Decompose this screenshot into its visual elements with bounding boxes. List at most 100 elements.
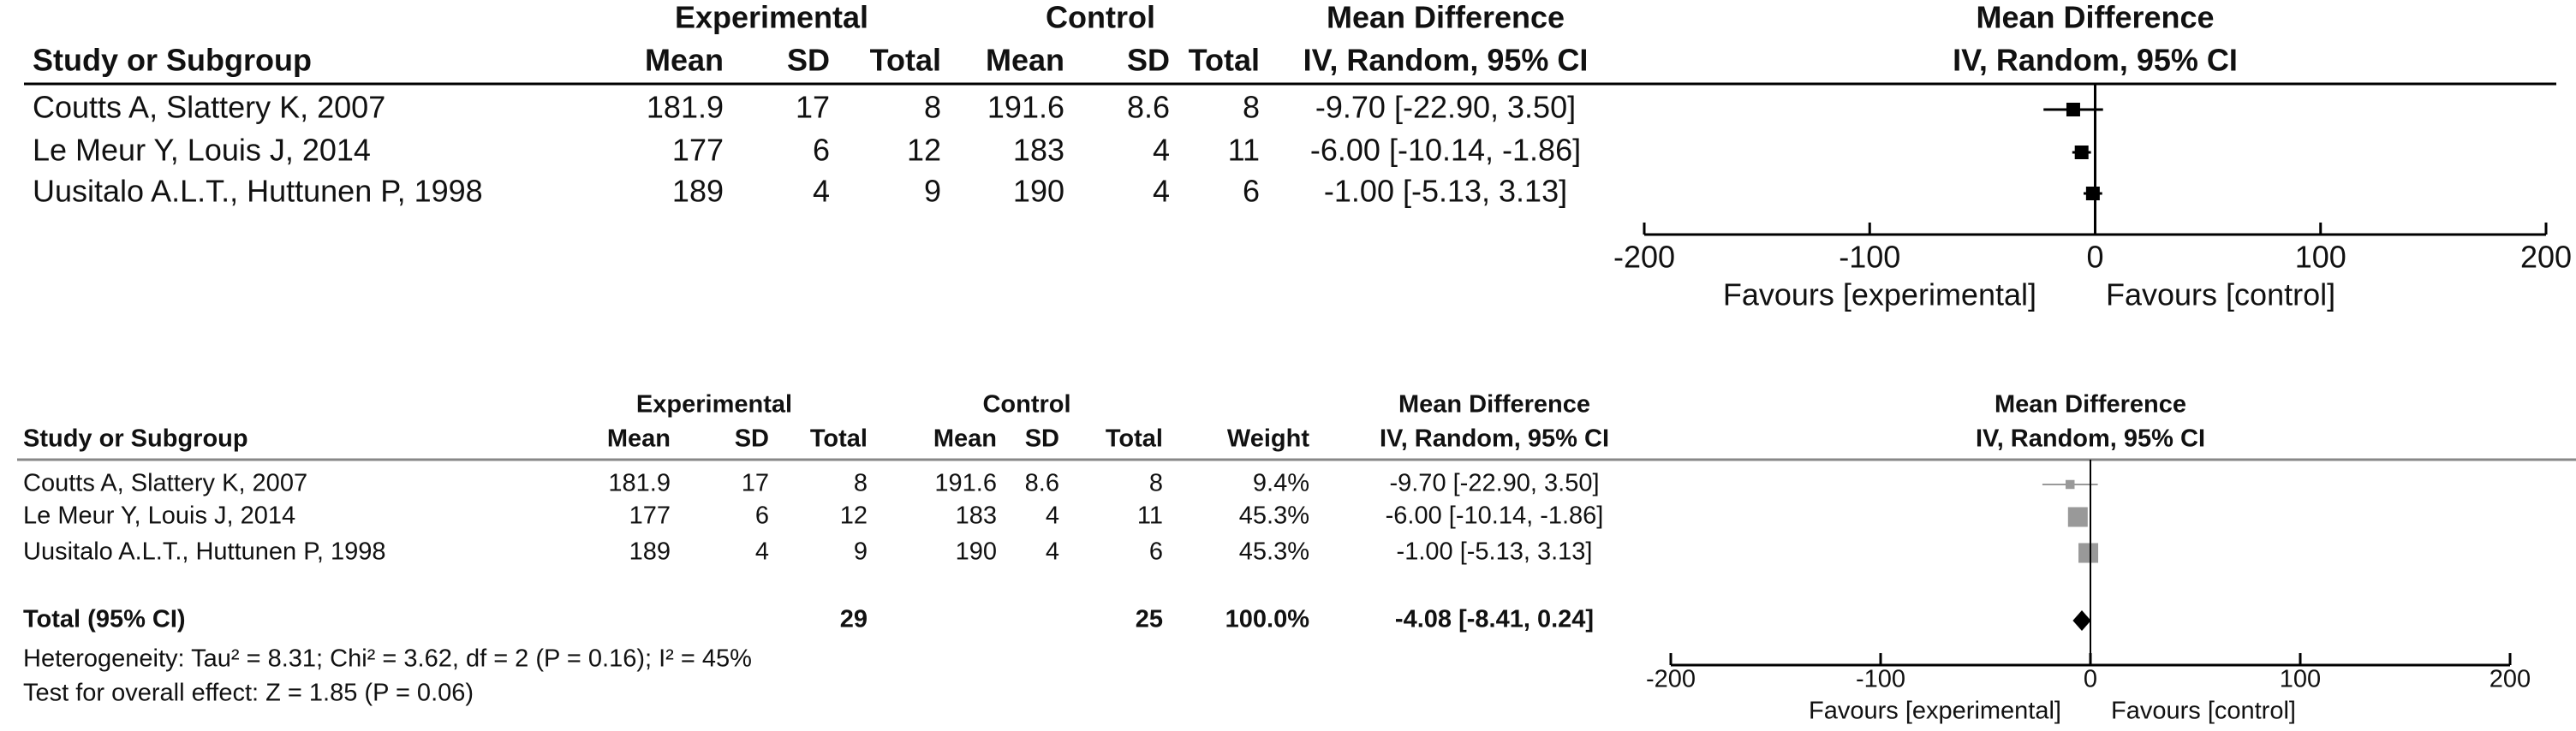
study-name: Coutts A, Slattery K, 2007 [23,470,307,497]
total-cell: 25 [1136,606,1163,633]
column-header: SD [1127,43,1170,78]
cell: 9 [924,174,941,209]
cell: 181.9 [608,470,671,497]
heterogeneity: Heterogeneity: Tau² = 8.31; Chi² = 3.62,… [23,645,752,673]
plot-header: Mean Difference [1995,391,2186,419]
cell: 8.6 [1025,470,1059,497]
total-cell: 100.0% [1225,606,1310,633]
cell: 8 [1149,470,1163,497]
total-diamond [2072,610,2091,631]
plot-header: IV, Random, 95% CI [1976,425,2205,453]
effect-square [2066,103,2080,116]
cell: 8 [924,90,941,125]
column-header: Study or Subgroup [33,43,312,78]
cell: 189 [629,538,671,566]
cell: 9 [854,538,868,566]
column-header: Total [1106,425,1163,453]
cell: 4 [1046,538,1059,566]
effect-square [2067,507,2088,527]
cell: 12 [840,502,868,530]
plot-header: Mean Difference [1976,0,2214,35]
study-name: Uusitalo A.L.T., Huttunen P, 1998 [33,174,483,209]
column-header: Mean [986,43,1064,78]
column-header: IV, Random, 95% CI [1380,425,1609,453]
cell: 17 [796,90,830,125]
cell: 191.6 [987,90,1064,125]
cell: 8 [1243,90,1260,125]
cell: 177 [672,133,724,168]
cell: 6 [1243,174,1260,209]
cell: 11 [1137,502,1163,530]
effect-label: -1.00 [-5.13, 3.13] [1324,174,1567,209]
effect-square [2078,543,2099,563]
column-header: Total [870,43,941,78]
effect-label: -6.00 [-10.14, -1.86] [1310,133,1581,168]
effect-square [2085,187,2100,200]
favours-right: Favours [control] [2111,698,2296,725]
group-header: Control [982,391,1070,419]
x-tick-label: 200 [2490,666,2531,693]
x-tick-label: 0 [2086,240,2103,275]
x-tick-label: 100 [2295,240,2346,275]
column-header: Mean [933,425,997,453]
column-header: SD [787,43,830,78]
x-tick-label: 0 [2084,666,2097,693]
x-tick-label: -100 [1856,666,1905,693]
cell: 183 [1013,133,1064,168]
cell: 190 [956,538,997,566]
effect-label: -6.00 [-10.14, -1.86] [1386,502,1604,530]
cell: 6 [755,502,769,530]
column-header: Total [1189,43,1260,78]
cell: 17 [742,470,769,497]
total-label: Total (95% CI) [23,606,186,633]
cell: 4 [1153,133,1170,168]
effect-square [2074,146,2089,159]
cell: 189 [672,174,724,209]
cell: 45.3% [1239,538,1309,566]
column-header: IV, Random, 95% CI [1303,43,1589,78]
x-tick-label: -200 [1613,240,1675,275]
cell: 183 [956,502,997,530]
cell: 191.6 [934,470,997,497]
group-header: Mean Difference [1327,0,1565,35]
favours-left: Favours [experimental] [1809,698,2061,725]
effect-square [2065,479,2075,490]
cell: 4 [1046,502,1059,530]
cell: 11 [1228,133,1260,168]
favours-right: Favours [control] [2106,277,2335,312]
group-header: Experimental [675,0,868,35]
column-header: SD [1025,425,1059,453]
study-name: Le Meur Y, Louis J, 2014 [33,133,371,168]
column-header: Mean [645,43,724,78]
cell: 9.4% [1253,470,1309,497]
effect-label: -9.70 [-22.90, 3.50] [1315,90,1576,125]
x-tick-label: -100 [1839,240,1900,275]
cell: 6 [1149,538,1163,566]
column-header: Total [810,425,868,453]
column-header: Weight [1227,425,1309,453]
group-header: Mean Difference [1398,391,1590,419]
column-header: Study or Subgroup [23,425,248,453]
cell: 8.6 [1127,90,1170,125]
effect-label: -9.70 [-22.90, 3.50] [1389,470,1599,497]
column-header: SD [735,425,769,453]
group-header: Control [1046,0,1155,35]
x-tick-label: -200 [1646,666,1696,693]
group-header: Experimental [636,391,792,419]
cell: 12 [907,133,941,168]
plot-header: IV, Random, 95% CI [1953,43,2238,78]
study-name: Uusitalo A.L.T., Huttunen P, 1998 [23,538,385,566]
cell: 4 [1153,174,1170,209]
total-effect-label: -4.08 [-8.41, 0.24] [1395,606,1594,633]
cell: 177 [629,502,671,530]
cell: 8 [854,470,868,497]
effect-label: -1.00 [-5.13, 3.13] [1397,538,1593,566]
total-cell: 29 [840,606,868,633]
cell: 181.9 [647,90,724,125]
column-header: Mean [607,425,671,453]
cell: 4 [813,174,830,209]
overall-effect: Test for overall effect: Z = 1.85 (P = 0… [23,680,474,707]
study-name: Le Meur Y, Louis J, 2014 [23,502,295,530]
x-tick-label: 100 [2280,666,2321,693]
